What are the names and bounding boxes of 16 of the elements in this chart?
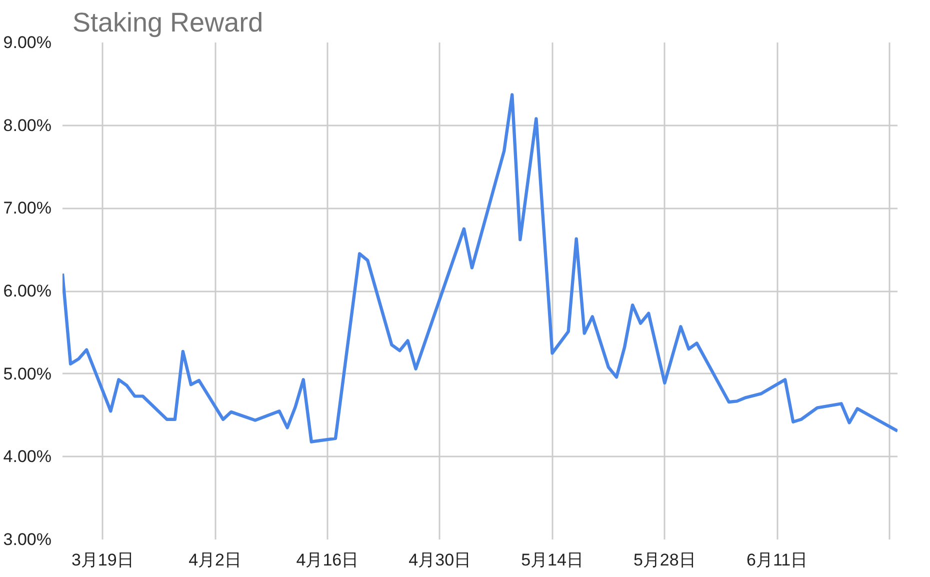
y-tick-label: 7.00% — [3, 198, 52, 218]
x-tick-label: 4月30日 — [408, 550, 472, 570]
x-tick-label: 6月11日 — [746, 550, 808, 570]
x-tick-label: 4月16日 — [296, 550, 359, 570]
y-tick-label: 8.00% — [3, 116, 52, 135]
x-tick-label: 3月19日 — [71, 550, 134, 570]
y-tick-label: 3.00% — [3, 530, 52, 549]
x-tick-label: 4月2日 — [188, 550, 242, 570]
x-tick-label: 5月28日 — [633, 550, 696, 570]
line-series — [62, 93, 898, 444]
y-tick-label: 4.00% — [3, 447, 52, 466]
x-tick-label: 5月14日 — [521, 550, 584, 570]
y-tick-label: 9.00% — [3, 33, 52, 52]
y-tick-label: 5.00% — [3, 364, 52, 384]
chart-title: Staking Reward — [72, 8, 264, 38]
y-tick-label: 6.00% — [3, 282, 52, 300]
